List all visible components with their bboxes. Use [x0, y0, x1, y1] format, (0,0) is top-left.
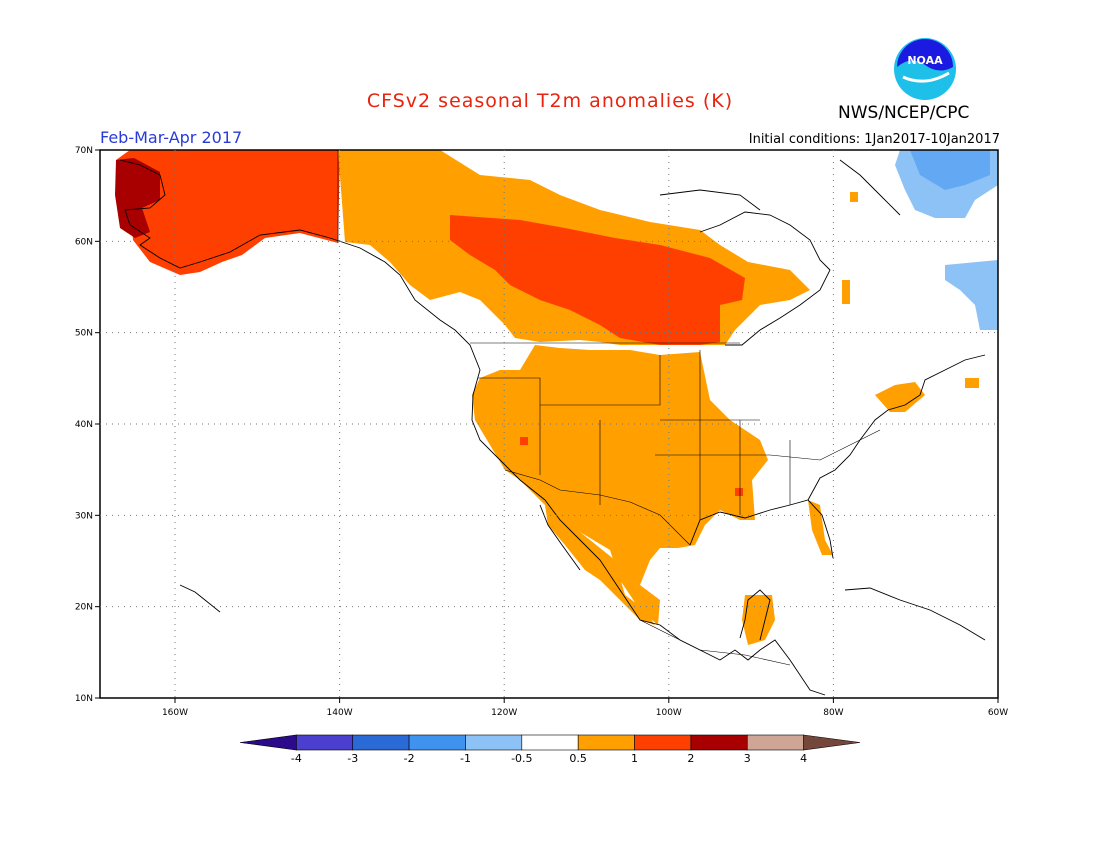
- legend-tick-label: -2: [404, 752, 415, 765]
- northeast-warm-region: [875, 382, 925, 412]
- lon-labels: 160W 140W 120W 100W 80W 60W: [162, 708, 1008, 718]
- legend-swatch: [577, 734, 635, 751]
- lat-label: 30N: [75, 511, 93, 521]
- legend-tick-label: 1: [631, 752, 638, 765]
- graticule: [95, 149, 999, 703]
- legend-colorbar: -4 -3 -2 -1 -0.5 0.5 1 2 3 4: [239, 734, 861, 765]
- noaa-logo: NOAA: [894, 38, 956, 100]
- legend-tick-label: 4: [800, 752, 807, 765]
- legend-swatch: [746, 734, 804, 751]
- lat-label: 50N: [75, 329, 93, 339]
- hot-spot-arkansas: [735, 488, 743, 496]
- lat-label: 60N: [75, 237, 93, 247]
- legend-tick-label: 0.5: [569, 752, 587, 765]
- legend-swatch: [296, 734, 354, 751]
- legend-tick-label: -1: [460, 752, 471, 765]
- labrador-warm-patch: [965, 378, 979, 388]
- us-warm-region: [472, 345, 768, 625]
- legend-tick-label: 2: [687, 752, 694, 765]
- legend-swatch: [521, 734, 579, 751]
- coastlines: [119, 159, 986, 696]
- legend-tick-label: -4: [291, 752, 302, 765]
- forecast-period: Feb-Mar-Apr 2017: [100, 128, 243, 147]
- legend-swatch: [690, 734, 748, 751]
- legend-tick-label: -3: [347, 752, 358, 765]
- noaa-logo-text: NOAA: [907, 54, 943, 67]
- legend-swatch: [352, 734, 410, 751]
- lon-label: 160W: [162, 708, 188, 718]
- hot-spot-utah: [520, 437, 528, 445]
- greenland-cooler-region: [910, 150, 990, 190]
- political-borders: [337, 150, 881, 666]
- florida-warm-region: [808, 500, 833, 555]
- lon-label: 60W: [988, 708, 1008, 718]
- legend-tick-label: 3: [744, 752, 751, 765]
- alaska-tip-hot-region: [115, 158, 160, 238]
- agency-label: NWS/NCEP/CPC: [838, 103, 970, 123]
- quebec-warm-patch: [842, 280, 850, 304]
- anomaly-shading: [115, 150, 998, 645]
- legend-arrow-right: [803, 734, 861, 751]
- lat-labels: 70N 60N 50N 40N 30N 20N 10N: [75, 146, 93, 704]
- quebec-warm-patch-2: [850, 192, 858, 202]
- alaska-warm-region: [116, 150, 340, 275]
- mexico-warm-region: [545, 505, 655, 625]
- lat-label: 70N: [75, 146, 93, 156]
- newfoundland-cool-region: [945, 260, 998, 330]
- lon-label: 140W: [327, 708, 353, 718]
- legend-arrow-left: [239, 734, 297, 751]
- legend-tick-label: -0.5: [511, 752, 532, 765]
- legend-swatch: [634, 734, 692, 751]
- initial-conditions: Initial conditions: 1Jan2017-10Jan2017: [748, 132, 1000, 147]
- legend-swatch: [465, 734, 523, 751]
- lat-label: 40N: [75, 420, 93, 430]
- lat-label: 10N: [75, 694, 93, 704]
- lon-label: 80W: [823, 708, 843, 718]
- legend-swatch: [408, 734, 466, 751]
- lat-label: 20N: [75, 603, 93, 613]
- lon-label: 100W: [656, 708, 682, 718]
- canada-hot-band: [450, 215, 745, 345]
- lon-label: 120W: [491, 708, 517, 718]
- chart-title: CFSv2 seasonal T2m anomalies (K): [366, 90, 734, 112]
- yucatan-warm-region: [742, 595, 775, 645]
